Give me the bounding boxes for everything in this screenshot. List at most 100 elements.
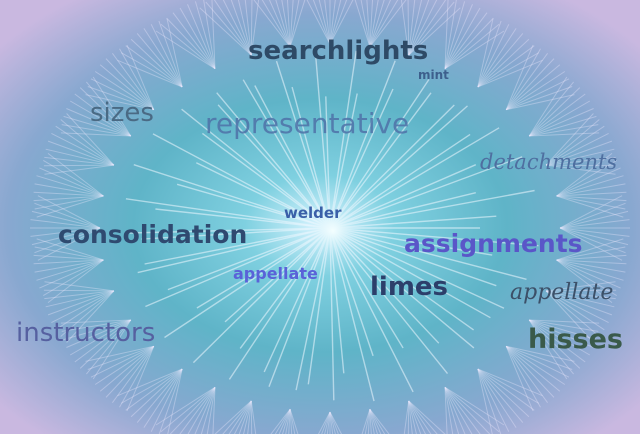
seed-tuft-strand xyxy=(60,119,115,166)
seed-tuft-strand xyxy=(253,0,291,48)
seed-tuft-strand xyxy=(250,400,253,434)
seed-tuft-strand xyxy=(326,411,331,434)
seed-tuft-strand xyxy=(477,24,510,88)
seed-tuft-strand xyxy=(288,409,291,434)
seed-tuft-strand xyxy=(324,0,331,45)
seed-tuft-strand xyxy=(528,87,581,137)
seed-tuft-strand xyxy=(194,1,216,69)
seed-tuft-strand xyxy=(545,290,600,337)
seed-tuft-strand xyxy=(99,345,155,392)
seed-tuft-strand xyxy=(69,319,132,356)
seed-tuft-strand xyxy=(444,4,473,69)
seed-tuft-strand xyxy=(528,319,591,356)
word-sizes: sizes xyxy=(90,98,154,128)
seed-tuft-strand xyxy=(408,400,413,434)
seed-tuft-strand xyxy=(87,86,154,111)
seed-tuft-strand xyxy=(126,44,155,110)
seed-tuft-strand xyxy=(36,259,104,281)
seed-tuft-strand xyxy=(285,409,291,434)
seed-tuft-strand xyxy=(477,33,524,88)
word-hisses: hisses xyxy=(528,324,624,355)
seed-tuft-strand xyxy=(289,0,300,47)
seed-tuft-strand xyxy=(545,125,605,166)
seed-tuft-strand xyxy=(158,368,183,434)
seed-tuft-strand xyxy=(408,0,416,56)
seed-tuft-strand xyxy=(444,387,466,434)
seed-tuft-strand xyxy=(160,386,216,433)
seed-tuft-strand xyxy=(66,113,115,166)
seed-tuft-strand xyxy=(230,0,252,56)
seed-tuft-strand xyxy=(444,23,500,70)
seed-tuft-strand xyxy=(477,38,530,88)
seed-tuft-strand xyxy=(529,132,600,137)
seed-tuft-strand xyxy=(408,400,446,434)
seed-tuft-strand xyxy=(407,400,410,434)
seed-tuft-strand xyxy=(39,259,104,289)
seed-tuft-strand xyxy=(119,346,155,408)
seed-tuft-strand xyxy=(545,290,613,316)
seed-tuft-strand xyxy=(63,115,131,137)
word-assignments: assignments xyxy=(404,229,583,258)
seed-tuft-strand xyxy=(94,71,155,111)
seed-tuft-strand xyxy=(444,387,460,434)
seed-tuft-strand xyxy=(55,290,115,331)
seed-tuft-strand xyxy=(278,408,291,434)
seed-tuft-strand xyxy=(477,368,540,404)
seed-tuft-strand xyxy=(477,368,530,418)
seed-tuft-strand xyxy=(545,290,609,324)
seed-tuft-strand xyxy=(408,400,432,434)
seed-tuft-strand xyxy=(179,7,216,69)
seed-tuft-strand xyxy=(408,1,455,56)
seed-tuft-strand xyxy=(545,290,615,308)
seed-tuft-strand xyxy=(33,191,104,197)
seed-tuft-strand xyxy=(206,387,216,434)
seed-tuft-strand xyxy=(369,0,399,48)
seed-tuft-strand xyxy=(366,0,371,47)
seed-tuft-strand xyxy=(199,7,252,56)
seed-tuft-strand xyxy=(556,259,627,265)
seed-tuft-strand xyxy=(506,86,573,111)
seed-tuft-strand xyxy=(444,386,491,434)
seed-tuft-strand xyxy=(556,254,627,261)
seed-tuft-strand xyxy=(354,0,371,47)
seed-tuft-strand xyxy=(505,345,555,398)
seed-tuft-strand xyxy=(33,195,104,202)
seed-tuft-strand xyxy=(44,156,114,166)
seed-tuft-strand xyxy=(143,28,183,88)
seed-tuft-strand xyxy=(233,400,252,434)
seed-tuft-strand xyxy=(556,195,624,218)
seed-tuft-strand xyxy=(546,164,616,175)
seed-tuft-strand xyxy=(289,0,306,47)
seed-tuft-strand xyxy=(200,387,216,434)
seed-tuft-strand xyxy=(66,319,131,348)
seed-tuft-strand xyxy=(559,195,623,229)
seed-tuft-strand xyxy=(477,368,524,423)
seed-tuft-strand xyxy=(150,24,183,88)
seed-tuft-strand xyxy=(559,227,630,237)
seed-tuft-strand xyxy=(85,345,154,362)
seed-tuft-strand xyxy=(136,33,183,88)
seed-tuft-strand xyxy=(329,411,343,434)
seed-tuft-strand xyxy=(60,290,115,337)
seed-tuft-strand xyxy=(408,400,438,434)
seed-tuft-strand xyxy=(94,345,155,385)
seed-tuft-strand xyxy=(250,400,257,434)
seed-tuft-strand xyxy=(275,0,291,47)
seed-tuft-strand xyxy=(30,219,101,229)
seed-tuft-strand xyxy=(86,319,132,375)
seed-tuft-strand xyxy=(556,153,613,197)
seed-tuft-strand xyxy=(289,409,296,434)
seed-tuft-strand xyxy=(321,411,331,434)
seed-tuft-strand xyxy=(66,290,115,343)
seed-tuft-strand xyxy=(559,227,626,254)
seed-tuft-strand xyxy=(120,368,183,404)
seed-tuft-strand xyxy=(408,0,423,56)
seed-tuft-strand xyxy=(90,78,155,111)
seed-tuft-strand xyxy=(546,281,616,292)
seed-tuft-strand xyxy=(66,108,131,137)
seed-tuft-strand xyxy=(444,12,488,69)
seed-tuft-strand xyxy=(505,346,549,403)
seed-tuft-strand xyxy=(166,17,216,70)
seed-tuft-strand xyxy=(243,400,252,434)
seed-tuft-strand xyxy=(505,48,541,110)
